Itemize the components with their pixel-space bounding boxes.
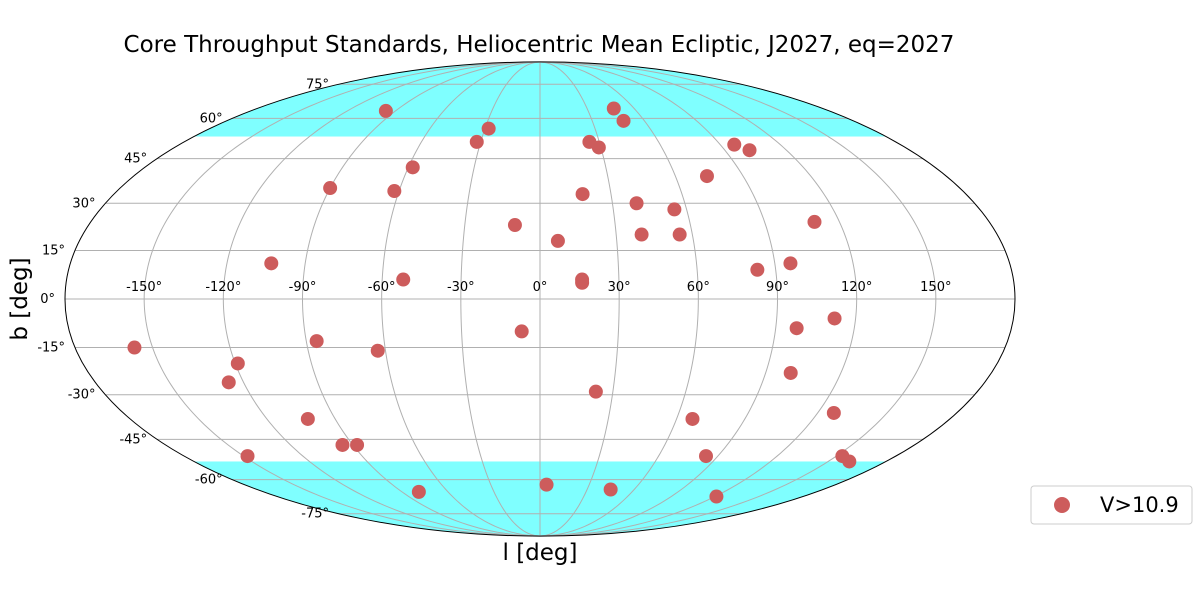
data-point — [709, 489, 724, 504]
y-tick-label: -30° — [68, 388, 96, 403]
data-point — [378, 103, 393, 118]
data-point — [507, 218, 522, 233]
longitude-gridline — [381, 61, 541, 537]
data-point — [789, 321, 804, 336]
x-tick-label: -120° — [205, 280, 241, 295]
data-point — [629, 196, 644, 211]
data-point — [350, 437, 365, 452]
chart-title: Core Throughput Standards, Heliocentric … — [124, 32, 955, 58]
longitude-gridline — [539, 61, 620, 537]
data-point — [221, 375, 236, 390]
data-point — [240, 449, 255, 464]
x-tick-label: 90° — [766, 280, 789, 295]
data-point — [411, 484, 426, 499]
x-tick-label: 120° — [841, 280, 872, 295]
data-point — [370, 343, 385, 358]
data-point — [335, 437, 350, 452]
longitude-gridline — [539, 61, 937, 537]
legend: V>10.9 — [1030, 485, 1193, 525]
longitude-gridline — [460, 61, 541, 537]
data-point — [727, 137, 742, 152]
data-point — [387, 184, 402, 199]
data-point — [127, 340, 142, 355]
data-point — [469, 134, 484, 149]
y-tick-label: -45° — [119, 432, 147, 447]
data-point — [591, 140, 606, 155]
data-point — [672, 227, 687, 242]
x-tick-label: 150° — [920, 280, 951, 295]
y-tick-label: 15° — [42, 243, 65, 258]
data-point — [827, 311, 842, 326]
y-axis-label: b [deg] — [7, 257, 33, 340]
x-axis-label: l [deg] — [503, 540, 578, 566]
longitude-gridline — [539, 61, 779, 537]
data-point — [616, 113, 631, 128]
grid-lines — [65, 61, 1015, 537]
data-point — [588, 384, 603, 399]
data-point — [750, 262, 765, 277]
y-tick-label: 0° — [40, 292, 55, 307]
data-point — [550, 233, 565, 248]
y-tick-label: -60° — [195, 473, 223, 488]
data-point — [783, 256, 798, 271]
y-tick-label: 30° — [72, 196, 95, 211]
data-point — [300, 411, 315, 426]
x-tick-labels: -150° -120° -90° -60° -30° 0° 30° 60° 90° 120° 150… — [126, 280, 951, 295]
plot-frame — [64, 61, 1016, 537]
data-point — [667, 202, 682, 217]
data-point — [699, 449, 713, 464]
longitude-gridline — [222, 61, 541, 537]
data-point — [699, 169, 714, 184]
x-tick-label: -60° — [368, 280, 396, 295]
x-tick-label: -90° — [289, 280, 317, 295]
data-point — [606, 101, 621, 116]
data-point — [230, 356, 245, 371]
data-point — [685, 411, 700, 426]
data-point — [396, 272, 411, 287]
data-point — [309, 334, 324, 349]
x-tick-label: -150° — [126, 280, 162, 295]
y-tick-label: -15° — [37, 341, 65, 356]
longitude-gridline — [539, 61, 699, 537]
longitude-gridline — [143, 61, 541, 537]
data-point — [742, 143, 757, 158]
longitude-gridline — [539, 61, 858, 537]
data-point — [575, 187, 590, 202]
data-point — [826, 405, 841, 420]
scatter-points — [127, 101, 857, 504]
y-tick-label: 60° — [200, 111, 223, 126]
data-point — [634, 227, 649, 242]
data-point — [405, 160, 420, 175]
data-point — [603, 482, 618, 497]
legend-marker — [1054, 497, 1070, 513]
data-point — [264, 256, 279, 271]
data-point — [842, 454, 857, 469]
y-tick-label: 45° — [124, 152, 147, 167]
longitude-gridline — [301, 61, 541, 537]
legend-label: V>10.9 — [1100, 493, 1179, 517]
data-point — [539, 477, 554, 492]
data-point — [514, 324, 529, 339]
x-tick-label: 30° — [608, 280, 631, 295]
y-tick-labels: -75° -60° -45° -30° -15° 0° 15° 30° 45° 60° 75° — [37, 77, 329, 521]
data-point — [323, 181, 338, 196]
data-point — [807, 214, 822, 229]
y-tick-label: -75° — [301, 507, 329, 522]
x-tick-label: 0° — [533, 280, 548, 295]
data-point — [481, 121, 496, 136]
x-tick-label: 60° — [687, 280, 710, 295]
x-tick-label: -30° — [447, 280, 475, 295]
data-point — [575, 275, 590, 290]
legend-box — [1030, 485, 1193, 525]
y-tick-label: 75° — [306, 77, 329, 92]
data-point — [783, 365, 798, 380]
